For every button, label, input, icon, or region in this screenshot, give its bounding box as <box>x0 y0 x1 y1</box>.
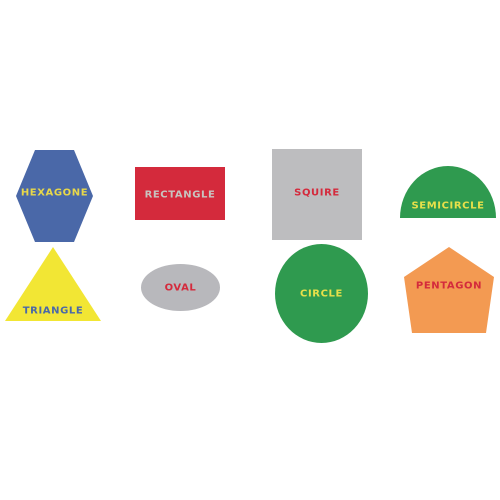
square-rect <box>272 149 362 240</box>
oval-ellipse <box>141 264 220 311</box>
rectangle-graphic <box>135 167 225 220</box>
circle-ellipse <box>275 244 368 343</box>
rectangle-label: RECTANGLE <box>144 189 216 201</box>
rectangle-rect <box>135 167 225 220</box>
semicircle-label: SEMICIRCLE <box>411 200 485 212</box>
triangle-graphic <box>5 247 101 321</box>
oval-graphic <box>141 264 220 311</box>
rectangle-shape: RECTANGLE <box>135 167 225 220</box>
hexagon-label: HEXAGONE <box>20 187 89 199</box>
pentagon-shape: PENTAGON <box>404 247 494 333</box>
pentagon-label: PENTAGON <box>415 280 483 292</box>
triangle-shape: TRIANGLE <box>5 247 101 321</box>
oval-shape: OVAL <box>141 264 220 311</box>
triangle-label: TRIANGLE <box>22 305 84 317</box>
circle-shape: CIRCLE <box>275 244 368 343</box>
circle-graphic <box>275 244 368 343</box>
hexagon-shape: HEXAGONE <box>16 150 93 242</box>
hexagon-graphic <box>16 150 93 242</box>
square-graphic <box>272 149 362 240</box>
square-label: SQUIRE <box>294 187 340 199</box>
semicircle-graphic <box>400 166 496 218</box>
triangle-polygon <box>5 247 101 321</box>
semicircle-shape: SEMICIRCLE <box>400 166 496 218</box>
hexagon-polygon <box>16 150 93 242</box>
oval-label: OVAL <box>164 282 197 294</box>
square-shape: SQUIRE <box>272 149 362 240</box>
semicircle-path <box>400 166 496 218</box>
pentagon-polygon <box>404 247 494 333</box>
circle-label: CIRCLE <box>300 288 343 300</box>
pentagon-graphic <box>404 247 494 333</box>
